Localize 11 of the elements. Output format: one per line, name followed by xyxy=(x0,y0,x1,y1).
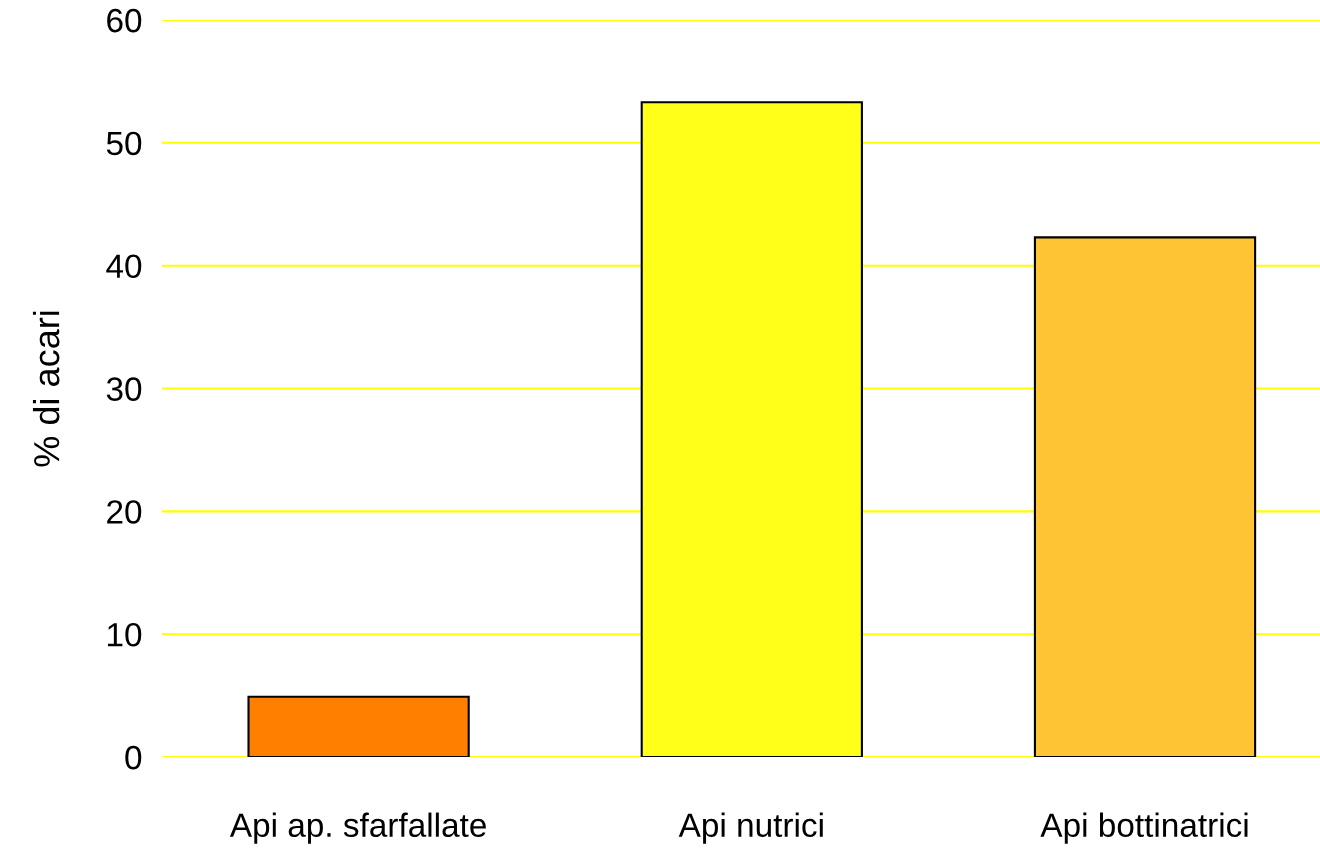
y-tick-label: 30 xyxy=(106,377,142,401)
y-tick-label: 20 xyxy=(107,500,142,524)
y-tick-label: 60 xyxy=(107,8,142,33)
y-tick-label: 0 xyxy=(125,745,142,770)
y-axis-title: % di acari xyxy=(32,311,60,467)
y-tick-label: 40 xyxy=(106,254,142,279)
x-tick-label: Api nutrici xyxy=(678,812,823,844)
y-tick-label: 50 xyxy=(106,131,142,156)
y-tick-label: 10 xyxy=(108,622,142,647)
x-tick-label: Api ap. sfarfallate xyxy=(229,812,486,844)
x-tick-label: Api bottinatrici xyxy=(1040,812,1248,844)
